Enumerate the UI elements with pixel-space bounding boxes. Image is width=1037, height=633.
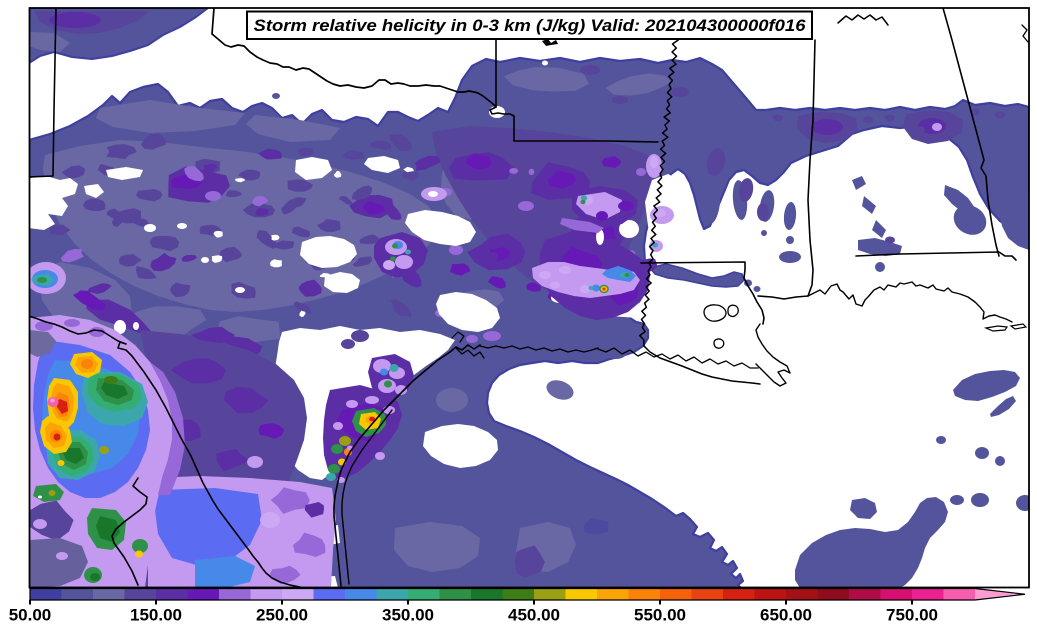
svg-text:550.00: 550.00: [634, 606, 686, 625]
svg-text:750.00: 750.00: [886, 606, 938, 625]
svg-text:150.00: 150.00: [130, 606, 182, 625]
svg-text:250.00: 250.00: [256, 606, 308, 625]
svg-text:450.00: 450.00: [508, 606, 560, 625]
svg-text:650.00: 650.00: [760, 606, 812, 625]
svg-text:350.00: 350.00: [382, 606, 434, 625]
svg-text:50.00: 50.00: [9, 606, 52, 625]
svg-text:Storm relative helicity in 0-3: Storm relative helicity in 0-3 km (J/kg)…: [254, 16, 807, 35]
